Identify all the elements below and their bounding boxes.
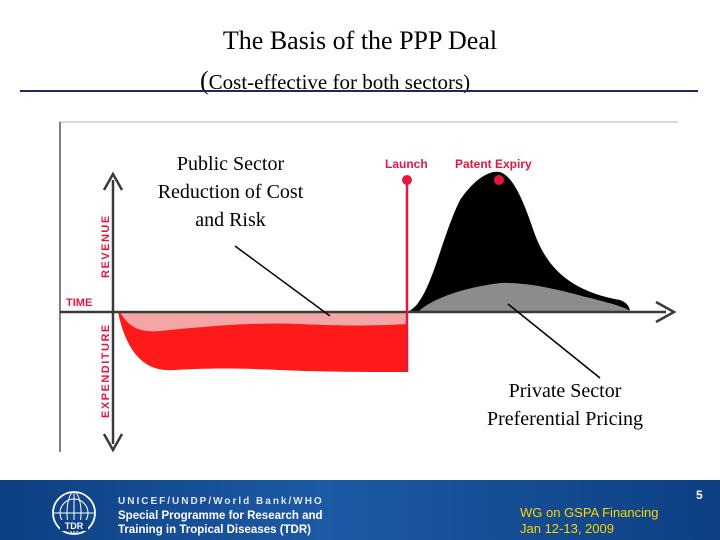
private-sector-line: Preferential Pricing — [486, 408, 644, 430]
revenue-arrow-icon — [102, 171, 124, 191]
public-sector-pointer — [234, 245, 331, 317]
public-sector-label: Public Sector Reduction of Cost and Risk — [128, 150, 333, 234]
launch-marker-dot — [402, 175, 412, 185]
patent-expiry-marker-dot — [494, 175, 504, 185]
launch-label: Launch — [385, 157, 428, 171]
footer-event-date: Jan 12-13, 2009 — [520, 521, 614, 536]
footer-programme-line: Special Programme for Research and — [118, 510, 323, 522]
private-sector-line: Private Sector — [508, 380, 622, 402]
who-tdr-logo-icon: TDR — [52, 491, 96, 535]
revenue-area-dark — [407, 171, 630, 312]
title-rule — [20, 90, 698, 92]
revenue-axis-label: REVENUE — [100, 214, 112, 278]
revenue-area-light — [418, 282, 632, 312]
expenditure-area-light — [120, 312, 407, 332]
private-sector-pointer — [507, 303, 601, 379]
expenditure-arrow-icon — [102, 433, 124, 453]
slide-title: The Basis of the PPP Deal — [222, 26, 498, 55]
private-sector-label: Private Sector Preferential Pricing — [455, 377, 675, 433]
public-sector-line: Public Sector — [176, 153, 285, 175]
footer-organizations: UNICEF/UNDP/World Bank/WHO — [118, 496, 324, 507]
svg-text:TDR: TDR — [65, 521, 84, 531]
expenditure-axis-label: EXPENDITURE — [100, 323, 112, 418]
footer-event-name: WG on GSPA Financing — [520, 505, 659, 520]
page-number: 5 — [696, 488, 703, 502]
public-sector-line: and Risk — [195, 209, 266, 231]
footer-bar — [0, 480, 720, 540]
time-axis-arrow-icon — [655, 300, 677, 324]
public-sector-line: Reduction of Cost — [157, 181, 304, 203]
time-axis-label: TIME — [66, 297, 92, 309]
patent-expiry-label: Patent Expiry — [455, 157, 532, 171]
footer-programme-line: Training in Tropical Diseases (TDR) — [118, 524, 311, 536]
